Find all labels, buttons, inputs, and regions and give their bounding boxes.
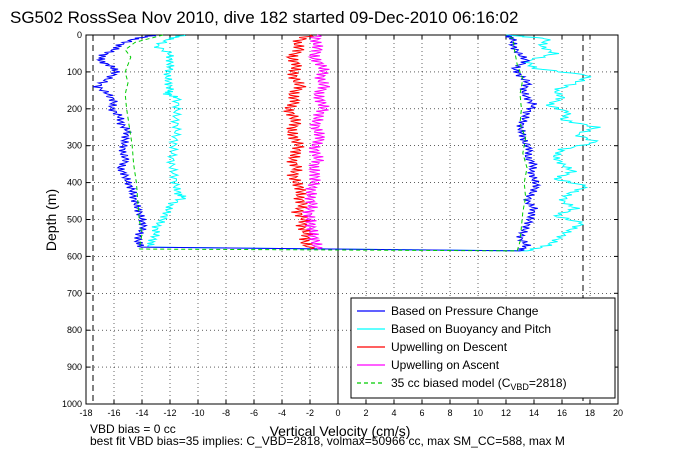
legend-label: Based on Buoyancy and Pitch: [391, 322, 551, 336]
legend-subscript: VBD: [510, 382, 529, 392]
x-tick-label: 14: [529, 408, 539, 418]
series-upwelling-on-ascent: [302, 34, 331, 250]
legend-label: Based on Pressure Change: [391, 304, 539, 318]
legend-frame: [350, 297, 616, 399]
x-tick-label: 2: [363, 408, 368, 418]
series-35-cc-biased-model-c-descent: [124, 34, 164, 250]
y-tick-label: 700: [67, 288, 82, 298]
chart-title: SG502 RossSea Nov 2010, dive 182 started…: [10, 8, 518, 27]
legend-label: Upwelling on Descent: [391, 340, 508, 354]
series-35-cc-biased-model-c-turnaround: [139, 248, 518, 252]
y-tick-label: 600: [67, 251, 82, 261]
x-axis-label: Vertical Velocity (cm/s): [270, 423, 411, 439]
x-tick-label: -2: [306, 408, 314, 418]
series-based-on-buoyancy-and-pitch-descent: [147, 34, 187, 248]
series-based-on-pressure-change-descent: [92, 34, 157, 248]
x-tick-label: -18: [79, 408, 92, 418]
x-tick-label: 12: [501, 408, 511, 418]
x-tick-label: -4: [278, 408, 286, 418]
legend-label: 35 cc biased model (CVBD=2818): [391, 376, 567, 392]
footer-vbd-bias: VBD bias = 0 cc: [90, 422, 176, 436]
y-tick-label: 1000: [62, 399, 82, 409]
series-based-on-buoyancy-and-pitch-ascent: [505, 34, 601, 252]
series-upwelling-on-descent: [283, 34, 315, 250]
y-tick-label: 900: [67, 362, 82, 372]
x-tick-label: 20: [613, 408, 623, 418]
x-tick-label: -6: [250, 408, 258, 418]
y-tick-label: 100: [67, 67, 82, 77]
y-tick-label: 400: [67, 178, 82, 188]
footer-best-fit: best fit VBD bias=35 implies: C_VBD=2818…: [90, 434, 565, 448]
y-tick-label: 300: [67, 141, 82, 151]
y-axis-label: Depth (m): [43, 189, 59, 251]
x-tick-label: -14: [135, 408, 148, 418]
x-tick-label: 10: [473, 408, 483, 418]
x-tick-label: 18: [585, 408, 595, 418]
x-tick-label: 6: [419, 408, 424, 418]
legend-label: Upwelling on Ascent: [391, 358, 500, 372]
x-tick-label: -8: [222, 408, 230, 418]
x-tick-label: 16: [557, 408, 567, 418]
x-tick-label: -12: [163, 408, 176, 418]
legend: Based on Pressure Change Based on Buoyanc…: [350, 297, 616, 399]
y-tick-label: 200: [67, 104, 82, 114]
x-tick-label: 8: [447, 408, 452, 418]
x-tick-label: -16: [107, 408, 120, 418]
y-tick-label: 0: [77, 30, 82, 40]
y-tick-label: 800: [67, 325, 82, 335]
series-35-cc-biased-model-c-ascent: [505, 34, 528, 252]
x-tick-label: 4: [391, 408, 396, 418]
legend-tail: =2818): [529, 376, 567, 390]
x-tick-label: -10: [191, 408, 204, 418]
y-tick-label: 500: [67, 215, 82, 225]
series-based-on-pressure-change-ascent: [505, 34, 542, 252]
x-tick-label: 0: [335, 408, 340, 418]
